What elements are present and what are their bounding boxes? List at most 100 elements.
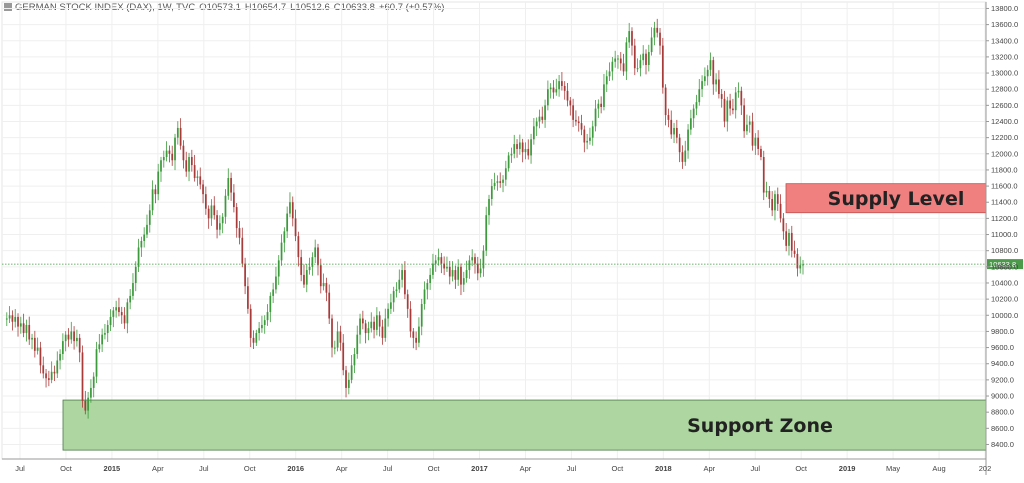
zones-layer [62, 183, 987, 451]
candle-body [521, 142, 524, 153]
candle [476, 256, 479, 281]
candle-body [465, 270, 468, 279]
candle [670, 110, 673, 139]
candle [474, 253, 476, 274]
candle-body [712, 60, 715, 85]
candle [695, 94, 698, 116]
candle [589, 127, 591, 145]
candle [132, 273, 134, 300]
candle-body [765, 190, 768, 193]
candle-body [650, 37, 653, 53]
candle [462, 271, 465, 293]
candle-body [213, 205, 216, 216]
candle-body [162, 157, 165, 161]
candle [331, 314, 333, 358]
candle [532, 118, 535, 145]
candle [790, 225, 793, 258]
candle-body [518, 142, 521, 149]
candle [754, 133, 757, 155]
candle [799, 256, 802, 274]
candle [17, 313, 19, 337]
candle [56, 351, 59, 379]
candle-body [530, 139, 532, 156]
candle [555, 78, 558, 96]
candle-body [22, 323, 25, 334]
candle-body [347, 379, 350, 388]
y-tick-label: 11000.0 [991, 230, 1018, 239]
candle-body [552, 87, 555, 93]
candle [715, 73, 717, 92]
candle [729, 93, 731, 116]
candle [572, 98, 574, 128]
x-tick-label: 2016 [287, 464, 304, 473]
candle-body [263, 320, 266, 325]
candle [291, 196, 294, 227]
candle [367, 321, 370, 341]
candle [740, 86, 743, 115]
candle-body [25, 324, 28, 334]
candle [404, 261, 406, 300]
candle-body [390, 302, 392, 309]
y-tick-label: 11600.0 [991, 182, 1018, 191]
candle-body [370, 321, 373, 329]
candle [42, 356, 45, 379]
candle-body [289, 202, 291, 214]
candle [611, 56, 614, 81]
candle [249, 304, 252, 348]
candle-body [67, 334, 70, 340]
candle [639, 54, 642, 77]
candle [233, 184, 235, 213]
candle [426, 279, 429, 300]
candle-body [308, 266, 311, 271]
candle-body [490, 186, 493, 200]
candle [479, 258, 482, 278]
candle [748, 115, 751, 133]
candle [460, 263, 462, 296]
candle [185, 151, 188, 177]
candle-body [39, 347, 42, 366]
candle-body [496, 181, 499, 183]
x-tick-label: Apr [152, 464, 164, 473]
candle [704, 67, 706, 86]
candle [126, 298, 129, 334]
candle [429, 268, 432, 290]
candle-body [235, 207, 238, 229]
candle [280, 234, 283, 266]
candle-body [628, 31, 631, 43]
candle [235, 202, 238, 238]
candle-body [457, 266, 460, 280]
candle-body [157, 171, 160, 195]
candle [673, 122, 675, 144]
candle [230, 172, 232, 201]
candle [67, 328, 70, 347]
candle-body [202, 184, 204, 195]
candle [566, 82, 569, 107]
candle-body [8, 315, 11, 319]
x-tick-label: 2019 [839, 464, 856, 473]
candle [347, 372, 350, 395]
candle-body [474, 257, 476, 264]
candle [104, 323, 106, 340]
candle [36, 337, 39, 355]
candle [160, 156, 162, 182]
candle [199, 167, 202, 190]
candle [146, 214, 148, 239]
candle-body [224, 195, 227, 217]
candle [73, 326, 75, 350]
x-tick-label: Oct [60, 464, 73, 473]
candle-body [488, 199, 490, 216]
candle-body [241, 237, 244, 264]
candle [322, 273, 325, 291]
candle [563, 81, 566, 100]
candle-body [639, 60, 642, 69]
candle [98, 334, 101, 353]
candle-body [729, 100, 731, 109]
candle [689, 109, 692, 135]
chart-header: GERMAN STOCK INDEX (DAX), 1W, TVC O10573.… [4, 2, 444, 13]
y-tick-label: 13600.0 [991, 20, 1018, 29]
candle-body [799, 265, 802, 269]
candle-body [726, 100, 729, 122]
candle-body [90, 387, 92, 398]
candle [289, 192, 291, 218]
